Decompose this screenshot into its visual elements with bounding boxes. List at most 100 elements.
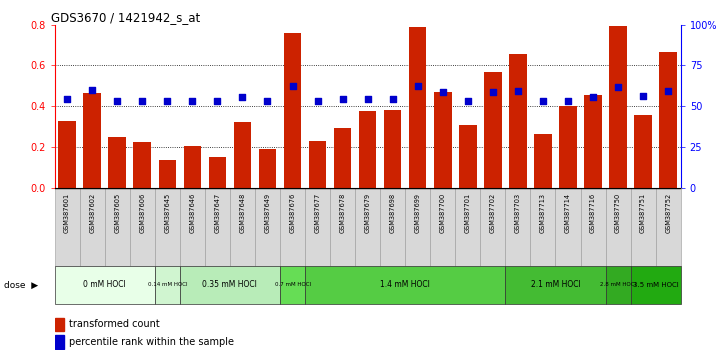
FancyBboxPatch shape	[405, 188, 430, 266]
Text: GSM387679: GSM387679	[365, 193, 371, 233]
FancyBboxPatch shape	[606, 188, 630, 266]
Bar	[534, 134, 552, 188]
FancyBboxPatch shape	[280, 266, 305, 304]
Text: GSM387750: GSM387750	[615, 193, 621, 233]
Text: 0.14 mM HOCl: 0.14 mM HOCl	[148, 282, 187, 287]
Point	[662, 88, 674, 93]
Point	[162, 98, 173, 104]
FancyBboxPatch shape	[555, 188, 580, 266]
FancyBboxPatch shape	[630, 188, 656, 266]
Text: GSM387676: GSM387676	[290, 193, 296, 233]
Bar	[484, 72, 502, 188]
Point	[287, 83, 298, 89]
FancyBboxPatch shape	[255, 188, 280, 266]
Text: GSM387606: GSM387606	[139, 193, 146, 233]
Text: GSM387601: GSM387601	[64, 193, 70, 233]
Text: GSM387701: GSM387701	[464, 193, 471, 233]
Text: GDS3670 / 1421942_s_at: GDS3670 / 1421942_s_at	[52, 11, 201, 24]
Point	[587, 95, 599, 100]
FancyBboxPatch shape	[205, 188, 230, 266]
Point	[462, 98, 474, 103]
Point	[512, 88, 523, 93]
Point	[387, 96, 398, 102]
FancyBboxPatch shape	[305, 188, 330, 266]
FancyBboxPatch shape	[505, 188, 531, 266]
Bar	[409, 27, 427, 188]
Point	[312, 98, 323, 103]
Text: GSM387646: GSM387646	[189, 193, 195, 233]
Bar	[284, 33, 301, 188]
Bar	[509, 54, 526, 188]
FancyBboxPatch shape	[305, 266, 505, 304]
Bar	[133, 142, 151, 188]
FancyBboxPatch shape	[105, 188, 130, 266]
Point	[61, 96, 73, 102]
Point	[87, 87, 98, 93]
Text: GSM387699: GSM387699	[415, 193, 421, 233]
Text: 0.35 mM HOCl: 0.35 mM HOCl	[202, 280, 257, 290]
FancyBboxPatch shape	[280, 188, 305, 266]
FancyBboxPatch shape	[230, 188, 255, 266]
Bar	[434, 92, 451, 188]
FancyBboxPatch shape	[480, 188, 505, 266]
FancyBboxPatch shape	[606, 266, 630, 304]
Bar	[634, 115, 652, 188]
Bar	[609, 26, 627, 188]
Text: 3.5 mM HOCl: 3.5 mM HOCl	[633, 282, 678, 288]
Bar	[183, 146, 201, 188]
Text: GSM387716: GSM387716	[590, 193, 596, 233]
Bar	[334, 127, 352, 188]
Bar	[384, 110, 401, 188]
FancyBboxPatch shape	[531, 188, 555, 266]
Point	[537, 98, 549, 103]
Text: GSM387713: GSM387713	[540, 193, 546, 233]
FancyBboxPatch shape	[455, 188, 480, 266]
Point	[136, 98, 148, 104]
Text: GSM387752: GSM387752	[665, 193, 671, 233]
Text: GSM387751: GSM387751	[640, 193, 646, 233]
FancyBboxPatch shape	[380, 188, 405, 266]
Text: percentile rank within the sample: percentile rank within the sample	[69, 337, 234, 347]
Text: 2.8 mM HOCl: 2.8 mM HOCl	[600, 282, 636, 287]
Point	[437, 89, 448, 95]
Bar	[159, 160, 176, 188]
Text: GSM387647: GSM387647	[214, 193, 221, 233]
Text: GSM387714: GSM387714	[565, 193, 571, 233]
Point	[111, 98, 123, 104]
Bar	[309, 141, 326, 188]
Text: GSM387645: GSM387645	[165, 193, 170, 233]
Text: dose  ▶: dose ▶	[4, 280, 38, 290]
Point	[612, 84, 624, 90]
FancyBboxPatch shape	[180, 266, 280, 304]
Bar	[660, 52, 677, 188]
Point	[186, 98, 198, 104]
FancyBboxPatch shape	[656, 188, 681, 266]
Text: GSM387698: GSM387698	[389, 193, 396, 233]
Bar	[209, 157, 226, 188]
Bar	[234, 122, 251, 188]
FancyBboxPatch shape	[55, 188, 79, 266]
Text: GSM387677: GSM387677	[314, 193, 320, 233]
Bar	[559, 106, 577, 188]
Bar	[585, 95, 602, 188]
Bar	[84, 93, 101, 188]
FancyBboxPatch shape	[330, 188, 355, 266]
Bar	[55, 335, 64, 349]
Point	[562, 98, 574, 103]
Point	[212, 98, 223, 104]
FancyBboxPatch shape	[180, 188, 205, 266]
Bar	[359, 111, 376, 188]
FancyBboxPatch shape	[79, 188, 105, 266]
Text: GSM387700: GSM387700	[440, 193, 446, 233]
Point	[261, 98, 273, 104]
Text: GSM387703: GSM387703	[515, 193, 521, 233]
Text: GSM387648: GSM387648	[240, 193, 245, 233]
Text: transformed count: transformed count	[69, 319, 160, 329]
Text: 1.4 mM HOCl: 1.4 mM HOCl	[380, 280, 430, 290]
Bar	[258, 149, 276, 188]
FancyBboxPatch shape	[155, 266, 180, 304]
FancyBboxPatch shape	[505, 266, 606, 304]
Text: GSM387605: GSM387605	[114, 193, 120, 233]
Text: 0.7 mM HOCl: 0.7 mM HOCl	[274, 282, 311, 287]
Point	[487, 89, 499, 95]
